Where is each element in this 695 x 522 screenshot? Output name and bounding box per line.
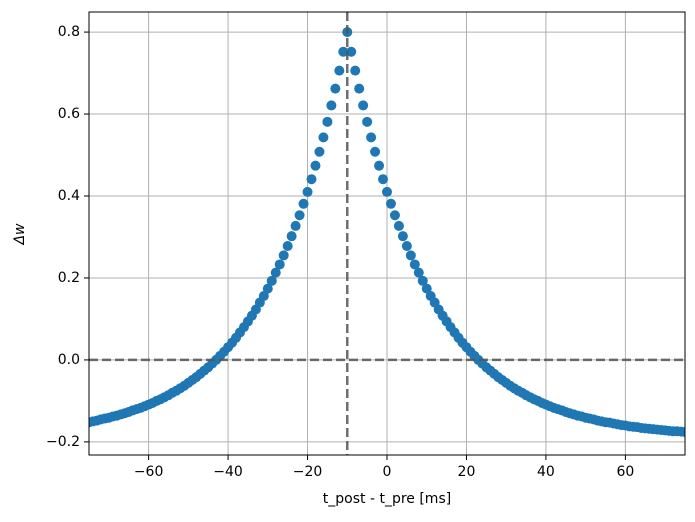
point	[354, 83, 365, 94]
point	[330, 83, 341, 94]
point	[318, 132, 329, 143]
y-tick-label: 0.0	[58, 352, 80, 368]
point	[417, 275, 428, 286]
point	[302, 186, 313, 197]
point	[258, 290, 269, 301]
point	[366, 132, 377, 143]
y-tick-label: 0.8	[58, 24, 80, 40]
x-tick-label: 0	[383, 464, 392, 480]
y-axis-label: Δw	[12, 223, 28, 246]
point	[405, 250, 416, 261]
point	[306, 174, 317, 185]
point	[334, 65, 345, 76]
point	[370, 146, 381, 157]
y-tick-label: 0.6	[58, 106, 80, 122]
y-tick-label: 0.2	[58, 270, 80, 286]
x-axis-label: t_post - t_pre [ms]	[323, 491, 451, 507]
point	[401, 240, 412, 251]
point	[286, 231, 297, 242]
point	[362, 116, 373, 127]
point	[378, 174, 389, 185]
point	[322, 116, 333, 127]
x-tick-label: −20	[293, 464, 323, 480]
point	[389, 210, 400, 221]
point	[382, 186, 392, 197]
x-tick-label: 20	[458, 464, 476, 480]
point	[314, 146, 325, 157]
point	[680, 427, 685, 438]
point	[350, 65, 361, 76]
x-tick-label: 60	[616, 464, 634, 480]
point	[326, 100, 337, 111]
point	[290, 220, 301, 231]
axes-frame	[88, 11, 686, 456]
point	[270, 267, 281, 278]
point	[358, 100, 369, 111]
point	[310, 160, 321, 171]
point	[266, 275, 277, 286]
point	[393, 220, 404, 231]
plot-area	[89, 12, 685, 455]
point	[421, 283, 432, 294]
point	[413, 267, 424, 278]
point	[274, 259, 285, 270]
point	[298, 198, 309, 209]
point	[338, 46, 349, 57]
point	[409, 259, 420, 270]
point	[397, 231, 408, 242]
x-tick-label: 40	[537, 464, 555, 480]
y-tick-label: 0.4	[58, 188, 80, 204]
point	[278, 250, 289, 261]
point	[385, 198, 396, 209]
point	[282, 240, 293, 251]
point	[294, 210, 305, 221]
point	[262, 283, 273, 294]
point	[374, 160, 385, 171]
x-tick-label: −60	[134, 464, 164, 480]
y-tick-label: −0.2	[46, 434, 80, 450]
point	[346, 46, 357, 57]
x-tick-label: −40	[213, 464, 243, 480]
